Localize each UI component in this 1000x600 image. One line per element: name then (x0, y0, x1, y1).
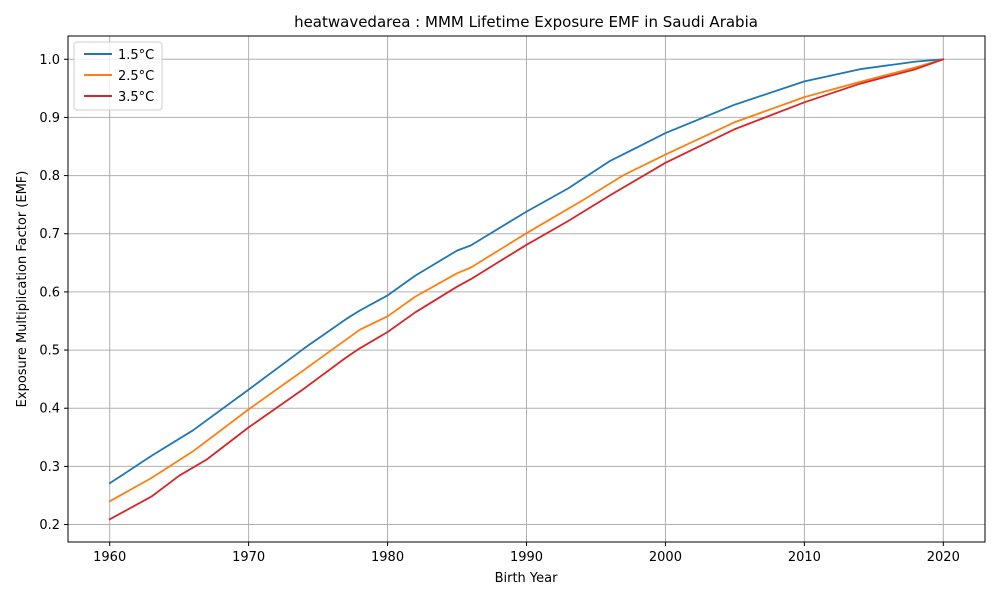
x-tick-label: 1970 (232, 550, 265, 565)
series-line-2 (108, 58, 945, 503)
legend-label: 3.5°C (118, 90, 154, 105)
legend-box (73, 41, 163, 111)
grid (68, 36, 985, 542)
legend-label: 1.5°C (118, 48, 154, 63)
y-tick-label: 0.8 (39, 169, 60, 184)
x-tick-label: 1980 (371, 550, 404, 565)
chart-title: heatwavedarea : MMM Lifetime Exposure EM… (294, 13, 758, 31)
y-axis-label: Exposure Multiplication Factor (EMF) (15, 171, 30, 408)
x-tick-label: 1990 (510, 550, 543, 565)
legend-label: 2.5°C (118, 69, 154, 84)
y-tick-label: 0.4 (39, 402, 60, 417)
series-line-1 (108, 58, 945, 485)
x-axis: 1960 1970 1980 1990 2000 2010 2020 (93, 542, 960, 565)
x-tick-label: 2000 (649, 550, 682, 565)
y-tick-label: 0.9 (39, 111, 60, 126)
y-tick-label: 0.3 (39, 460, 60, 475)
y-axis: 0.2 0.3 0.4 0.5 0.6 0.7 0.8 0.9 1.0 (39, 53, 68, 533)
legend: 1.5°C 2.5°C 3.5°C (73, 41, 163, 111)
x-tick-label: 1960 (93, 550, 126, 565)
x-tick-label: 2020 (927, 550, 960, 565)
y-tick-label: 0.2 (39, 518, 60, 533)
series-layer (108, 58, 945, 521)
x-axis-label: Birth Year (495, 571, 559, 586)
y-tick-label: 0.5 (39, 344, 60, 359)
x-tick-label: 2010 (788, 550, 821, 565)
series-line-3 (108, 58, 945, 521)
y-tick-label: 0.6 (39, 285, 60, 300)
y-tick-label: 1.0 (39, 53, 60, 68)
y-tick-label: 0.7 (39, 227, 60, 242)
